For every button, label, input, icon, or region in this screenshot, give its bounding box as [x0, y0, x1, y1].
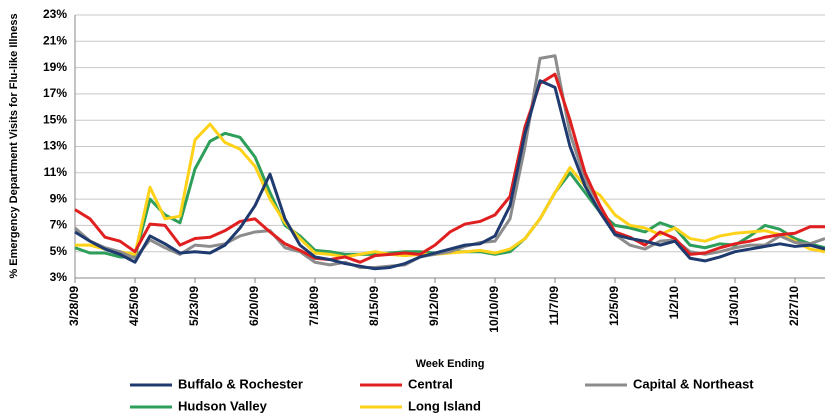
- y-tick-label: 11%: [44, 165, 68, 179]
- series-line: [74, 72, 825, 264]
- y-tick-label: 13%: [43, 139, 67, 153]
- y-tick-label: 3%: [50, 270, 68, 284]
- legend-label: Capital & Northeast: [633, 376, 754, 391]
- x-tick-label: 3/28/09: [67, 286, 81, 326]
- x-tick-label: 11/7/09: [547, 286, 561, 326]
- x-axis-label: Week Ending: [416, 358, 485, 370]
- y-tick-label: 21%: [43, 33, 67, 47]
- x-tick-label: 12/5/09: [607, 286, 621, 326]
- x-tick-label: 10/10/09: [487, 286, 501, 333]
- y-tick-label: 15%: [43, 112, 67, 126]
- x-tick-label: 1/2/10: [667, 286, 681, 320]
- legend-label: Buffalo & Rochester: [178, 376, 303, 391]
- x-tick-label: 7/18/09: [307, 286, 321, 326]
- x-tick-label: 5/23/09: [187, 286, 201, 326]
- y-axis-label: % Emergency Department Visits for Flu-li…: [8, 13, 20, 278]
- y-tick-label: 23%: [43, 7, 67, 21]
- x-tick-label: 9/12/09: [427, 286, 441, 326]
- series-line: [74, 54, 825, 269]
- x-tick-label: 1/30/10: [727, 286, 741, 326]
- y-tick-label: 19%: [43, 60, 67, 74]
- y-tick-label: 9%: [50, 191, 68, 205]
- y-tick-label: 17%: [43, 86, 67, 100]
- x-tick-label: 8/15/09: [367, 286, 381, 326]
- x-tick-label: 4/25/09: [127, 286, 141, 326]
- x-tick-label: 2/27/10: [787, 286, 801, 326]
- legend-label: Hudson Valley: [178, 398, 268, 413]
- y-tick-label: 7%: [50, 218, 68, 232]
- series-line: [74, 79, 825, 271]
- y-tick-label: 5%: [50, 244, 68, 258]
- legend-label: Long Island: [408, 398, 481, 413]
- x-tick-label: 6/20/09: [247, 286, 261, 326]
- legend-label: Central: [408, 376, 453, 391]
